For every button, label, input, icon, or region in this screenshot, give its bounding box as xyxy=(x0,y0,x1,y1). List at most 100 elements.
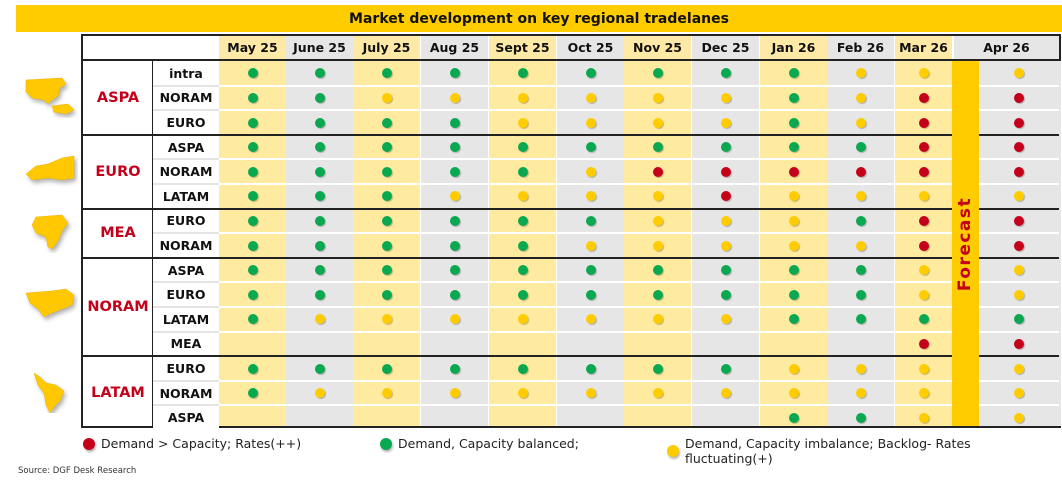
status-dot-red xyxy=(1014,338,1024,349)
status-dot-yellow xyxy=(517,388,528,399)
status-dot-green xyxy=(585,289,596,300)
month-header: July 25 xyxy=(353,36,420,59)
status-dot-green xyxy=(314,117,325,128)
status-dot-yellow xyxy=(585,166,596,177)
lane-divider xyxy=(153,183,219,185)
status-dot-yellow xyxy=(652,117,663,128)
status-dot-yellow xyxy=(449,314,460,325)
lane-label: EURO xyxy=(153,208,219,234)
status-dot-green xyxy=(381,117,392,128)
status-dot-green xyxy=(788,289,799,300)
status-dot-green xyxy=(247,142,258,153)
lane-label: EURO xyxy=(153,282,219,307)
row-divider xyxy=(219,84,1059,87)
green-dot-icon xyxy=(380,437,392,450)
status-dot-green xyxy=(381,142,392,153)
lane-divider xyxy=(153,379,219,382)
lane-divider xyxy=(153,158,219,161)
status-dot-green xyxy=(517,215,528,226)
status-dot-red xyxy=(918,166,929,177)
lane-label: EURO xyxy=(153,356,219,381)
status-dot-green xyxy=(449,240,460,251)
lane-label: LATAM xyxy=(153,307,219,332)
status-dot-green xyxy=(449,363,460,374)
lane-divider xyxy=(153,306,219,308)
status-dot-green xyxy=(855,314,866,325)
status-dot-green xyxy=(855,142,866,153)
month-header: Sept 25 xyxy=(489,36,556,59)
status-dot-green xyxy=(788,412,799,423)
status-dot-green xyxy=(381,363,392,374)
status-dot-red xyxy=(1014,142,1024,153)
month-header: Feb 26 xyxy=(827,36,894,59)
status-dot-yellow xyxy=(788,388,799,399)
status-dot-yellow xyxy=(1014,191,1024,202)
lane-label: LATAM xyxy=(153,184,219,209)
status-dot-green xyxy=(788,68,799,79)
status-dot-green xyxy=(381,265,392,276)
row-divider xyxy=(219,183,1059,185)
status-dot-yellow xyxy=(652,215,663,226)
status-dot-red xyxy=(918,338,929,349)
status-dot-green xyxy=(788,92,799,103)
status-dot-yellow xyxy=(788,191,799,202)
region-column-divider xyxy=(152,61,153,426)
status-dot-yellow xyxy=(918,412,929,423)
status-dot-yellow xyxy=(788,240,799,251)
month-header: Nov 25 xyxy=(624,36,691,59)
legend-label: Demand > Capacity; Rates(++) xyxy=(101,436,302,451)
status-dot-yellow xyxy=(720,117,731,128)
legend-item-yellow: Demand, Capacity imbalance; Backlog- Rat… xyxy=(667,436,1062,466)
status-dot-yellow xyxy=(720,388,731,399)
status-dot-green xyxy=(314,363,325,374)
row-divider xyxy=(219,109,1059,112)
status-dot-yellow xyxy=(314,388,325,399)
status-dot-yellow xyxy=(1014,68,1024,79)
status-dot-green xyxy=(247,191,258,202)
status-dot-green xyxy=(517,265,528,276)
status-dot-red xyxy=(1014,92,1024,103)
status-dot-green xyxy=(918,314,929,325)
status-dot-green xyxy=(585,68,596,79)
region-label-aspa: ASPA xyxy=(96,89,140,106)
status-dot-green xyxy=(720,68,731,79)
lane-label: MEA xyxy=(153,331,219,357)
status-dot-green xyxy=(449,215,460,226)
month-header: Jan 26 xyxy=(760,36,827,59)
status-dot-red xyxy=(918,240,929,251)
status-dot-red xyxy=(788,166,799,177)
status-dot-yellow xyxy=(918,265,929,276)
status-dot-green xyxy=(247,265,258,276)
lane-label: NORAM xyxy=(153,233,219,258)
row-divider xyxy=(219,232,1059,235)
status-dot-yellow xyxy=(652,388,663,399)
status-dot-green xyxy=(855,265,866,276)
status-dot-green xyxy=(449,142,460,153)
region-label-mea: MEA xyxy=(100,225,136,242)
lane-label: NORAM xyxy=(153,85,219,111)
status-dot-yellow xyxy=(918,68,929,79)
status-dot-green xyxy=(788,314,799,325)
status-dot-green xyxy=(720,289,731,300)
status-dot-yellow xyxy=(517,191,528,202)
forecast-bar: Forecast xyxy=(952,61,979,426)
status-dot-green xyxy=(247,117,258,128)
status-dot-yellow xyxy=(918,363,929,374)
region-label-euro: EURO xyxy=(95,163,141,180)
status-dot-green xyxy=(517,289,528,300)
status-dot-yellow xyxy=(449,191,460,202)
status-dot-green xyxy=(247,92,258,103)
status-dot-yellow xyxy=(918,388,929,399)
status-dot-green xyxy=(720,265,731,276)
status-dot-green xyxy=(855,215,866,226)
status-dot-yellow xyxy=(449,388,460,399)
status-dot-green xyxy=(855,289,866,300)
lane-divider xyxy=(153,281,219,284)
status-dot-green xyxy=(720,363,731,374)
lane-label: ASPA xyxy=(153,134,219,160)
red-dot-icon xyxy=(83,437,95,450)
month-header: June 25 xyxy=(286,36,353,59)
status-dot-green xyxy=(314,215,325,226)
status-dot-yellow xyxy=(855,117,866,128)
forecast-label: Forecast xyxy=(955,196,976,291)
